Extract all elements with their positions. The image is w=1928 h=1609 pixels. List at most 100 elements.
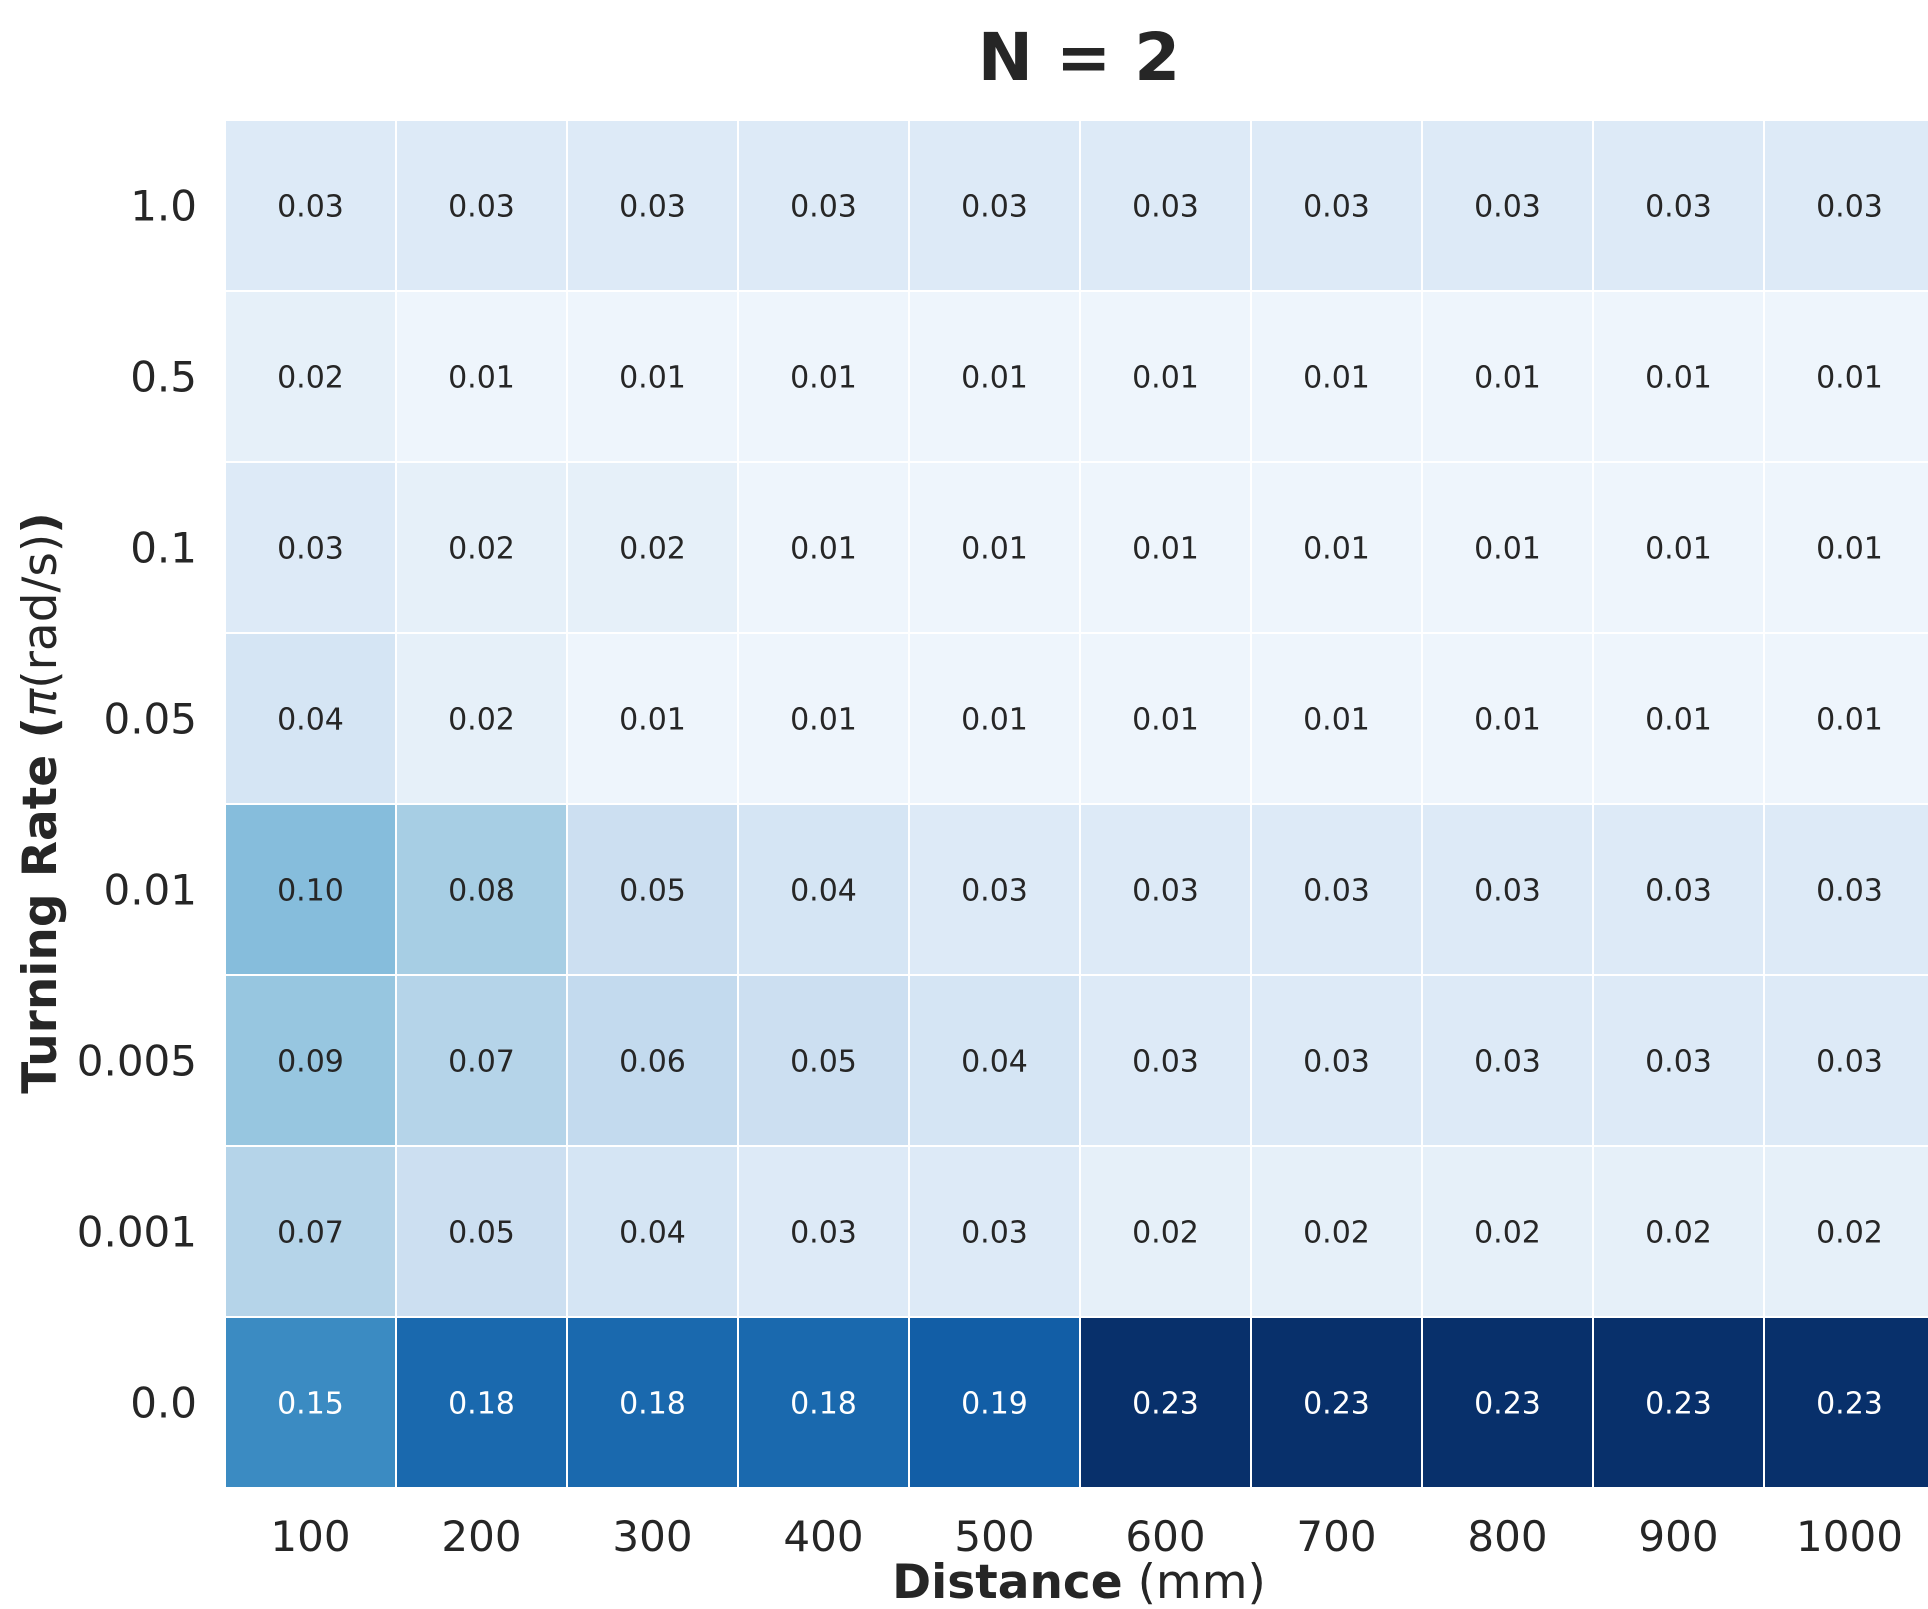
cell-value-label: 0.03 [1816,874,1883,909]
heatmap-cell [737,1145,910,1318]
x-tick-label: 500 [954,1512,1034,1561]
heatmap-cell [395,1145,568,1318]
cell-value-label: 0.04 [790,874,857,909]
x-tick-label: 600 [1125,1512,1205,1561]
cell-value-label: 0.01 [1645,361,1712,396]
y-tick-label: 0.1 [130,524,197,573]
cell-value-label: 0.02 [277,361,344,396]
heatmap-cell [1421,803,1594,976]
y-tick-label: 0.0 [130,1379,197,1428]
cell-value-label: 0.18 [790,1387,857,1422]
cell-value-label: 0.01 [961,361,1028,396]
heatmap-cell [1421,974,1594,1147]
heatmap-cell [1421,119,1594,292]
cell-value-label: 0.05 [448,1216,515,1251]
heatmap-cell [1763,290,1928,463]
heatmap-cell [1421,461,1594,634]
cell-value-label: 0.03 [1132,1045,1199,1080]
y-axis-title-symbol: π [13,688,68,717]
heatmap-cell [395,632,568,805]
cell-value-label: 0.02 [1132,1216,1199,1251]
cell-value-label: 0.01 [1816,361,1883,396]
heatmap-cell [1592,803,1765,976]
cell-value-label: 0.01 [1645,703,1712,738]
cell-value-label: 0.02 [1816,1216,1883,1251]
heatmap-cell [395,461,568,634]
cell-value-label: 0.04 [277,703,344,738]
cell-value-label: 0.23 [1303,1387,1370,1422]
heatmap-cell [737,803,910,976]
y-tick-label: 0.001 [77,1208,197,1257]
x-tick-label: 700 [1296,1512,1376,1561]
x-tick-label: 100 [270,1512,350,1561]
heatmap-cell [1250,461,1423,634]
cell-value-label: 0.02 [448,703,515,738]
y-axis-title-unit: (rad/s) [13,534,68,689]
cell-value-label: 0.05 [619,874,686,909]
cell-value-label: 0.18 [619,1387,686,1422]
cell-value-label: 0.01 [1303,361,1370,396]
heatmap-cell [1079,632,1252,805]
x-axis-title-unit: (mm) [1123,1555,1266,1609]
cell-value-label: 0.23 [1474,1387,1541,1422]
cell-value-label: 0.05 [790,1045,857,1080]
heatmap-cell [395,119,568,292]
cell-value-label: 0.01 [1303,532,1370,567]
x-tick-label: 800 [1467,1512,1547,1561]
cell-value-label: 0.03 [961,874,1028,909]
heatmap-cell [1763,1145,1928,1318]
heatmap-cell [395,1316,568,1489]
heatmap-cell [1763,632,1928,805]
cell-value-label: 0.01 [790,532,857,567]
heatmap-cell [566,461,739,634]
x-tick-label: 200 [441,1512,521,1561]
heatmap-cell [737,119,910,292]
heatmap-cell [908,461,1081,634]
heatmap-cell [1079,1145,1252,1318]
heatmap-cell [1763,461,1928,634]
x-tick-label: 400 [783,1512,863,1561]
heatmap-cell [1079,1316,1252,1489]
cell-value-label: 0.01 [961,532,1028,567]
heatmap-cell [737,974,910,1147]
cell-value-label: 0.02 [448,532,515,567]
cell-value-label: 0.02 [1474,1216,1541,1251]
cell-value-label: 0.01 [1816,703,1883,738]
x-axis-title-bold: Distance [892,1555,1122,1609]
cell-value-label: 0.03 [619,190,686,225]
cell-value-label: 0.03 [1132,190,1199,225]
heatmap-cell [1592,290,1765,463]
heatmap-cell [737,1316,910,1489]
heatmap-cell [908,290,1081,463]
heatmap-cell [908,1145,1081,1318]
y-tick-label: 0.01 [103,866,197,915]
cell-value-label: 0.03 [1303,190,1370,225]
cell-value-label: 0.03 [1303,1045,1370,1080]
cell-value-label: 0.03 [277,190,344,225]
heatmap-cell [224,974,397,1147]
cell-value-label: 0.01 [448,361,515,396]
heatmap-cell [566,1145,739,1318]
cell-value-label: 0.01 [1132,361,1199,396]
heatmap-cell [908,119,1081,292]
cell-value-label: 0.01 [1816,532,1883,567]
cell-value-label: 0.03 [1474,874,1541,909]
cell-value-label: 0.23 [1132,1387,1199,1422]
y-axis-title-close: ) [13,512,68,533]
y-tick-labels: 1.0 0.5 0.1 0.05 0.01 0.005 0.001 0.0 [77,182,197,1428]
cell-value-label: 0.07 [448,1045,515,1080]
heatmap-cell [1079,974,1252,1147]
heatmap-cell [566,803,739,976]
y-tick-label: 0.005 [77,1037,197,1086]
heatmap-cell [908,1316,1081,1489]
heatmap-cell [1250,974,1423,1147]
heatmap-cell [1079,803,1252,976]
cell-value-label: 0.02 [1645,1216,1712,1251]
cell-value-label: 0.01 [1132,532,1199,567]
cell-value-label: 0.19 [961,1387,1028,1422]
heatmap-cell [395,290,568,463]
cell-value-label: 0.23 [1816,1387,1883,1422]
heatmap-cell [908,803,1081,976]
heatmap-cell [395,803,568,976]
